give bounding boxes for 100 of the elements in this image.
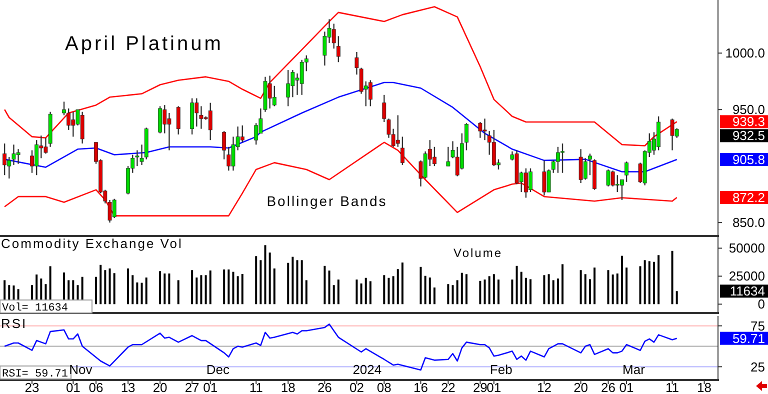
bar <box>644 260 646 304</box>
x-tick-label: 12 <box>536 380 552 394</box>
bar <box>337 280 340 304</box>
bar <box>580 270 582 304</box>
x-tick-label: 26 <box>317 380 332 394</box>
annotation: 2024 <box>352 362 382 377</box>
line-series <box>4 82 678 172</box>
annotation: Feb <box>490 362 512 377</box>
x-tick-label: 01 <box>619 380 634 394</box>
bar <box>132 275 134 304</box>
x-tick-label: 11 <box>249 380 263 394</box>
candlestick <box>368 80 372 107</box>
bar <box>223 269 226 304</box>
bar <box>497 280 500 304</box>
bar <box>228 269 230 304</box>
bar <box>104 270 106 304</box>
x-tick-label: 01 <box>203 380 218 394</box>
bar <box>552 280 554 304</box>
bar <box>196 278 198 304</box>
bar <box>433 287 436 304</box>
x-tick-label: 18 <box>697 380 712 394</box>
bar <box>548 274 550 304</box>
bar <box>328 270 330 304</box>
text: 905.8 <box>732 152 765 168</box>
bar <box>324 266 326 304</box>
bar <box>511 280 514 304</box>
y-tick-label: 25000 <box>728 268 765 284</box>
annotation: Nov <box>69 362 93 377</box>
candlestick <box>176 106 180 136</box>
bar <box>492 274 495 304</box>
bar <box>388 278 390 304</box>
candlestick <box>222 130 226 160</box>
bar <box>588 279 591 304</box>
candlestick <box>588 153 592 176</box>
bar <box>584 274 586 304</box>
x-tick-label: 20 <box>152 380 168 394</box>
candlestick <box>158 106 162 134</box>
bar <box>164 273 166 304</box>
x-tick-label: 18 <box>280 380 296 394</box>
bar <box>191 270 194 304</box>
x-tick-label: 16 <box>414 380 428 394</box>
text: 932.5 <box>732 128 765 144</box>
annotation: Vol= 11634 <box>2 302 68 314</box>
annotation: RSI= 59.71 <box>2 368 68 380</box>
bar <box>420 266 422 304</box>
y-tick-label: 75 <box>750 318 765 334</box>
bar <box>383 275 386 304</box>
bar <box>273 268 276 304</box>
bar <box>236 276 239 304</box>
x-tick-label: 06 <box>88 380 104 394</box>
bar <box>428 278 431 304</box>
bar <box>479 280 482 304</box>
bar <box>241 274 244 304</box>
bar <box>616 273 618 304</box>
bar <box>168 273 170 304</box>
bar <box>612 274 614 304</box>
bar <box>658 255 660 304</box>
bar <box>268 252 271 304</box>
bar <box>465 274 468 304</box>
x-tick-label: 22 <box>440 380 456 394</box>
bar <box>332 285 335 304</box>
bar <box>460 272 463 304</box>
x-tick-label: 27 <box>184 380 200 394</box>
text: 872.2 <box>732 190 765 206</box>
bar <box>456 280 458 304</box>
bar <box>260 260 262 304</box>
x-tick-label: 13 <box>120 380 136 394</box>
bar <box>100 264 102 304</box>
x-tick-label: 20 <box>574 380 588 394</box>
bar <box>159 271 162 304</box>
bar <box>136 282 138 304</box>
bar <box>95 276 98 304</box>
bar <box>264 245 266 304</box>
bar <box>488 276 490 304</box>
bar <box>484 280 486 304</box>
bar <box>305 280 308 304</box>
x-tick-label: 02 <box>349 380 364 394</box>
x-tick-label: 29 <box>472 380 488 394</box>
bar <box>287 262 290 304</box>
bar <box>620 256 623 304</box>
bar <box>529 279 532 304</box>
chart-title: RSI <box>1 316 28 331</box>
bar <box>255 256 258 304</box>
x-tick-label: 01 <box>486 380 502 394</box>
x-tick-label: 01 <box>66 380 80 394</box>
chart-title: Commodity Exchange Vol <box>1 236 183 251</box>
bar <box>648 261 650 304</box>
line-series <box>4 142 678 216</box>
bar <box>145 278 148 304</box>
y-tick-label: 0 <box>758 296 765 312</box>
annotation: Mar <box>622 362 646 377</box>
candlestick <box>400 136 404 166</box>
bar <box>356 280 358 304</box>
candlestick <box>624 160 628 182</box>
bar <box>200 275 202 304</box>
annotation: Dec <box>206 362 230 377</box>
bar <box>204 275 207 304</box>
x-tick-label: 11 <box>666 380 680 394</box>
bar <box>424 276 426 304</box>
bar <box>639 266 642 304</box>
